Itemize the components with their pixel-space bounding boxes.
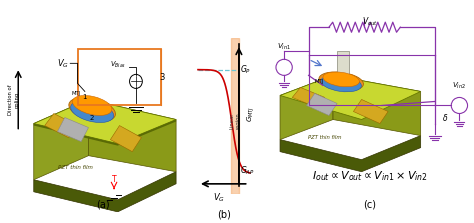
Text: 1: 1 [82,95,87,100]
Polygon shape [89,99,176,172]
Text: PZT thin film: PZT thin film [308,135,342,140]
Text: 2: 2 [90,115,94,120]
Polygon shape [34,120,176,146]
Text: $V_{in1}$: $V_{in1}$ [277,42,291,52]
Text: Linear
region: Linear region [229,112,240,129]
Ellipse shape [323,72,359,87]
Polygon shape [354,99,388,124]
Text: $G_{MTJ}$: $G_{MTJ}$ [246,106,257,122]
Bar [78,49,162,105]
Text: MTJ: MTJ [314,79,323,84]
Bar [231,38,239,194]
Ellipse shape [73,95,112,116]
Text: (c): (c) [363,200,376,210]
Polygon shape [34,99,176,144]
Polygon shape [57,118,89,142]
Ellipse shape [69,97,116,122]
Polygon shape [307,93,337,116]
Text: $V_{Bias}$: $V_{Bias}$ [109,60,126,70]
Circle shape [276,59,292,75]
Polygon shape [45,114,78,138]
Text: $\delta$: $\delta$ [442,112,448,123]
Text: MTJ: MTJ [72,91,81,96]
Text: PZT thin film: PZT thin film [58,165,93,170]
Text: 3: 3 [159,73,164,82]
Text: (b): (b) [217,210,231,220]
Circle shape [129,74,142,88]
Text: $V_G$: $V_G$ [213,192,225,204]
Text: T: T [112,175,116,184]
Polygon shape [34,172,176,212]
Bar [309,55,435,105]
Polygon shape [280,75,420,120]
Polygon shape [280,75,333,140]
Text: Direction of
poling: Direction of poling [9,84,19,115]
Bar [337,51,349,75]
Text: $G_P$: $G_P$ [240,63,251,76]
Ellipse shape [71,101,114,122]
Text: $V_{out}$: $V_{out}$ [362,15,378,28]
Ellipse shape [319,72,364,91]
Text: $I_{out} \propto V_{out} \propto V_{in1} \times V_{in2}$: $I_{out} \propto V_{out} \propto V_{in1}… [312,169,428,183]
Polygon shape [34,99,89,180]
Polygon shape [292,87,325,107]
Polygon shape [333,75,420,136]
Text: $V_{in2}$: $V_{in2}$ [452,80,466,91]
Circle shape [451,97,467,114]
Text: (a): (a) [96,200,110,210]
Polygon shape [110,126,141,152]
Text: $G_{AP}$: $G_{AP}$ [240,165,255,178]
Text: $V_G$: $V_G$ [57,57,69,70]
Ellipse shape [321,75,361,92]
Polygon shape [280,136,420,172]
